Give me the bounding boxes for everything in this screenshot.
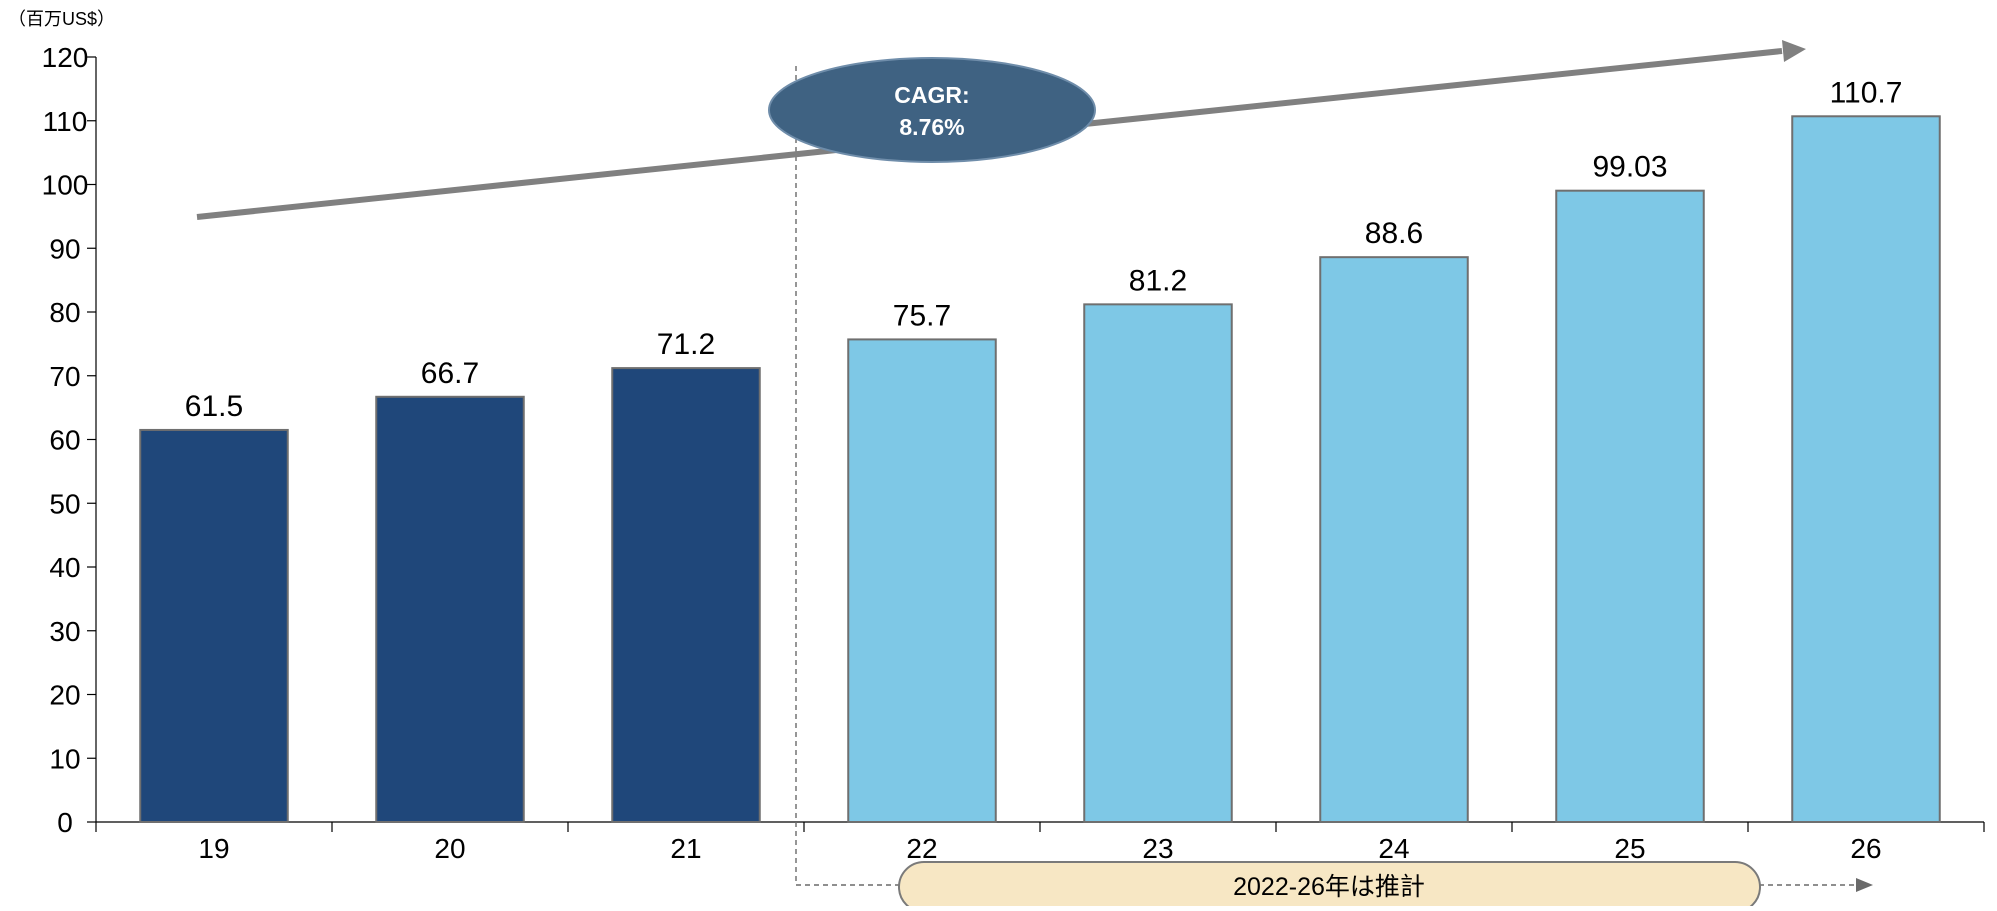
- trend-arrowhead: [1782, 40, 1806, 62]
- value-labels: 61.5 66.7 71.2 75.7 81.2 88.6 99.03 110.7: [185, 76, 1903, 423]
- y-tick-label: 30: [49, 616, 80, 647]
- data-label: 66.7: [421, 357, 479, 390]
- cagr-label-line2: 8.76%: [899, 114, 964, 140]
- x-tick-label: 20: [434, 833, 465, 864]
- y-axis: 0 10 20 30 40 50 60 70 80 90 100 110 120: [42, 42, 97, 838]
- cagr-bubble: [768, 57, 1096, 163]
- x-tick-label: 21: [670, 833, 701, 864]
- x-tick-label: 24: [1378, 833, 1409, 864]
- y-tick-label: 40: [49, 552, 80, 583]
- bar-actual: [611, 367, 761, 823]
- forecast-label-box: [898, 861, 1761, 911]
- data-label: 75.7: [893, 299, 951, 332]
- bar-forecast: [1319, 256, 1469, 823]
- y-tick-label: 0: [57, 807, 73, 838]
- y-tick-label: 10: [49, 743, 80, 774]
- y-tick-label: 120: [42, 42, 89, 73]
- data-label: 88.6: [1365, 217, 1423, 250]
- x-tick-label: 22: [906, 833, 937, 864]
- data-label: 99.03: [1592, 151, 1667, 184]
- x-tick-label: 26: [1850, 833, 1881, 864]
- y-tick-label: 20: [49, 680, 80, 711]
- y-tick-label: 70: [49, 361, 80, 392]
- bar-forecast: [1791, 115, 1941, 824]
- bar-forecast: [847, 338, 997, 823]
- bars: [139, 115, 1941, 824]
- x-axis: 19 20 21 22 23 24 25 26: [95, 821, 1985, 864]
- cagr-label-line1: CAGR:: [894, 82, 969, 108]
- data-label: 110.7: [1830, 76, 1903, 109]
- y-tick-label: 90: [49, 233, 80, 264]
- y-tick-label: 50: [49, 488, 80, 519]
- y-tick-label: 100: [42, 170, 89, 201]
- y-tick-label: 110: [43, 106, 88, 137]
- bar-actual: [375, 395, 525, 823]
- bar-actual: [139, 428, 289, 823]
- y-tick-label: 60: [49, 425, 80, 456]
- x-tick-label: 25: [1614, 833, 1645, 864]
- bar-forecast: [1083, 303, 1233, 824]
- data-label: 81.2: [1129, 264, 1187, 297]
- data-label: 71.2: [657, 328, 715, 361]
- forecast-label: 2022-26年は推計: [1233, 873, 1425, 901]
- unit-label: （百万US$）: [8, 9, 115, 29]
- annotations: CAGR: 8.76% 2022-26年は推計: [196, 40, 1873, 911]
- x-tick-label: 23: [1142, 833, 1173, 864]
- bar-forecast: [1555, 189, 1705, 823]
- x-tick-label: 19: [198, 833, 229, 864]
- forecast-range-arrowhead: [1856, 878, 1873, 892]
- data-label: 61.5: [185, 390, 243, 423]
- y-tick-label: 80: [49, 297, 80, 328]
